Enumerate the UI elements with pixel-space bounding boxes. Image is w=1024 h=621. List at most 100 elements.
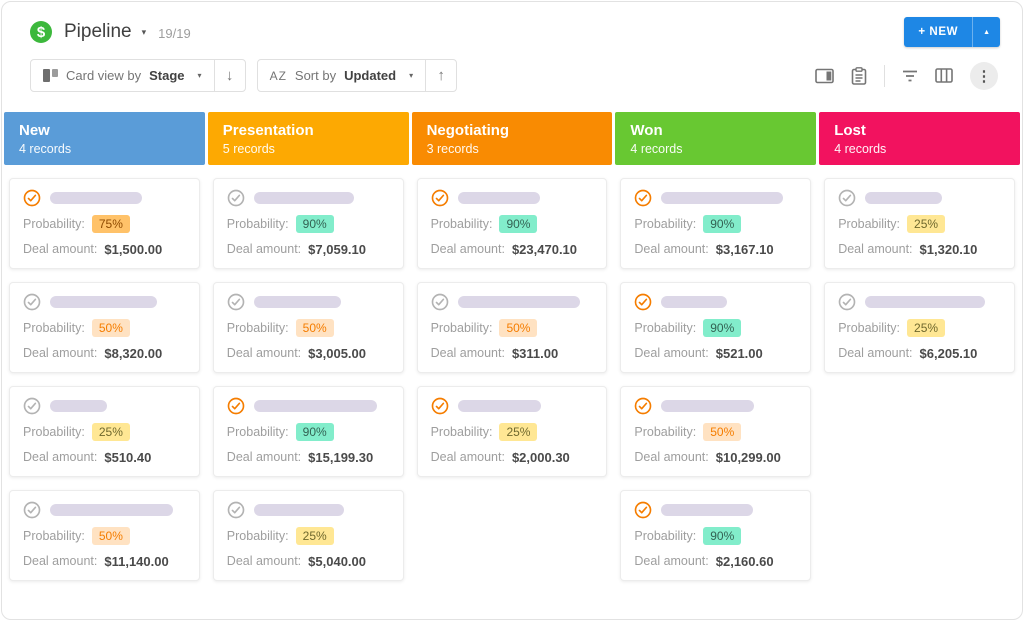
- deal-amount-row: Deal amount: $11,140.00: [23, 553, 186, 569]
- new-button[interactable]: + NEW ▲: [904, 17, 1000, 47]
- check-circle-icon[interactable]: [23, 189, 41, 207]
- deal-card[interactable]: Probability: 25% Deal amount: $2,000.30: [416, 386, 608, 477]
- title-dropdown-caret-icon[interactable]: ▾: [141, 26, 147, 37]
- deal-card[interactable]: Probability: 25% Deal amount: $5,040.00: [212, 490, 404, 581]
- card-top: [227, 501, 390, 519]
- side-panel-icon[interactable]: [815, 68, 834, 84]
- probability-label: Probability:: [634, 217, 697, 231]
- probability-row: Probability: 25%: [838, 215, 1001, 233]
- check-circle-icon[interactable]: [634, 189, 652, 207]
- deal-amount-value: $2,000.30: [511, 449, 570, 465]
- deal-amount-label: Deal amount:: [23, 242, 98, 256]
- deal-card[interactable]: Probability: 90% Deal amount: $15,199.30: [212, 386, 404, 477]
- sort-direction-button[interactable]: ↑: [425, 60, 456, 91]
- deal-amount-row: Deal amount: $8,320.00: [23, 345, 186, 361]
- filter-icon[interactable]: [902, 70, 918, 82]
- probability-row: Probability: 25%: [23, 423, 186, 441]
- new-button-caret-icon[interactable]: ▲: [983, 28, 990, 36]
- probability-label: Probability:: [838, 217, 901, 231]
- deal-amount-value: $23,470.10: [511, 241, 578, 257]
- probability-badge: 90%: [703, 319, 742, 337]
- sort-selector-value: Updated: [344, 68, 397, 83]
- check-circle-icon[interactable]: [634, 397, 652, 415]
- column-record-count: 4 records: [19, 142, 72, 156]
- column-cards: Probability: 25% Deal amount: $1,320.10 …: [819, 165, 1020, 373]
- probability-row: Probability: 90%: [227, 423, 390, 441]
- check-circle-icon[interactable]: [227, 293, 245, 311]
- column-cards: Probability: 90% Deal amount: $23,470.10…: [412, 165, 613, 477]
- title-placeholder-pill: [50, 192, 142, 204]
- deal-card[interactable]: Probability: 90% Deal amount: $23,470.10: [416, 178, 608, 269]
- check-circle-icon[interactable]: [227, 501, 245, 519]
- probability-label: Probability:: [838, 321, 901, 335]
- deal-amount-label: Deal amount:: [634, 450, 709, 464]
- title-placeholder-pill: [253, 296, 341, 308]
- check-circle-icon[interactable]: [23, 397, 41, 415]
- title-placeholder-pill: [661, 504, 754, 516]
- card-top: [227, 293, 390, 311]
- pipeline-column: Negotiating 3 records Probability: 90% D…: [411, 112, 613, 581]
- deal-card[interactable]: Probability: 50% Deal amount: $8,320.00: [9, 282, 200, 373]
- check-circle-icon[interactable]: [838, 189, 856, 207]
- more-options-button[interactable]: ⋮: [970, 61, 998, 90]
- deal-amount-label: Deal amount:: [23, 554, 98, 568]
- deal-card[interactable]: Probability: 50% Deal amount: $10,299.00: [620, 386, 812, 477]
- probability-row: Probability: 50%: [634, 423, 797, 441]
- new-button-label[interactable]: + NEW: [918, 26, 959, 38]
- deal-card[interactable]: Probability: 75% Deal amount: $1,500.00: [9, 178, 200, 269]
- check-circle-icon[interactable]: [431, 189, 449, 207]
- probability-badge: 50%: [499, 319, 538, 337]
- deal-amount-value: $311.00: [511, 345, 559, 361]
- column-record-count: 5 records: [222, 142, 275, 156]
- check-circle-icon[interactable]: [227, 397, 245, 415]
- check-circle-icon[interactable]: [227, 189, 245, 207]
- new-button-divider: [972, 17, 974, 47]
- column-header: Lost 4 records: [819, 112, 1020, 165]
- check-circle-icon[interactable]: [634, 293, 652, 311]
- check-circle-icon[interactable]: [838, 293, 856, 311]
- view-direction-button[interactable]: ↓: [213, 60, 245, 91]
- probability-row: Probability: 50%: [23, 319, 186, 337]
- check-circle-icon[interactable]: [23, 293, 41, 311]
- deal-card[interactable]: Probability: 50% Deal amount: $311.00: [416, 282, 608, 373]
- deal-card[interactable]: Probability: 90% Deal amount: $2,160.60: [620, 490, 812, 581]
- check-circle-icon[interactable]: [23, 501, 41, 519]
- probability-badge: 25%: [295, 527, 334, 545]
- check-circle-icon[interactable]: [431, 293, 449, 311]
- columns-view-icon[interactable]: [935, 68, 953, 83]
- toolbar: Card view by Stage ▾ ↓ AZ Sort by Update…: [2, 51, 1022, 100]
- arrow-down-icon: ↓: [225, 67, 234, 84]
- deal-amount-row: Deal amount: $1,320.10: [838, 241, 1001, 257]
- view-selector[interactable]: Card view by Stage ▾: [31, 60, 214, 91]
- probability-row: Probability: 90%: [634, 319, 797, 337]
- deal-amount-label: Deal amount:: [23, 346, 98, 360]
- deal-card[interactable]: Probability: 90% Deal amount: $3,167.10: [620, 178, 812, 269]
- column-record-count: 4 records: [630, 142, 683, 156]
- deal-card[interactable]: Probability: 90% Deal amount: $7,059.10: [212, 178, 404, 269]
- deal-amount-value: $6,205.10: [919, 345, 978, 361]
- probability-label: Probability:: [430, 425, 493, 439]
- dots-vertical-icon: ⋮: [976, 67, 992, 85]
- check-circle-icon[interactable]: [431, 397, 449, 415]
- deal-card[interactable]: Probability: 90% Deal amount: $521.00: [620, 282, 812, 373]
- deal-amount-row: Deal amount: $6,205.10: [838, 345, 1001, 361]
- deal-card[interactable]: Probability: 25% Deal amount: $1,320.10: [824, 178, 1015, 269]
- column-record-count: 3 records: [426, 142, 479, 156]
- deal-card[interactable]: Probability: 50% Deal amount: $3,005.00: [212, 282, 404, 373]
- deal-amount-value: $5,040.00: [308, 553, 366, 569]
- deal-card[interactable]: Probability: 50% Deal amount: $11,140.00: [9, 490, 200, 581]
- deal-card[interactable]: Probability: 25% Deal amount: $6,205.10: [824, 282, 1015, 373]
- title-placeholder-pill: [50, 296, 157, 308]
- card-top: [634, 189, 797, 207]
- title-group: $ Pipeline ▾ 19/19: [30, 21, 191, 43]
- sort-selector[interactable]: AZ Sort by Updated ▾: [258, 60, 426, 91]
- deal-card[interactable]: Probability: 25% Deal amount: $510.40: [9, 386, 200, 477]
- deal-amount-label: Deal amount:: [23, 450, 98, 464]
- card-top: [838, 189, 1001, 207]
- column-header: Negotiating 3 records: [411, 112, 613, 165]
- check-circle-icon[interactable]: [634, 501, 652, 519]
- deal-amount-value: $3,005.00: [308, 345, 366, 361]
- sort-alpha-icon: AZ: [269, 68, 287, 83]
- deal-amount-label: Deal amount:: [634, 554, 709, 568]
- clipboard-icon[interactable]: [851, 66, 867, 85]
